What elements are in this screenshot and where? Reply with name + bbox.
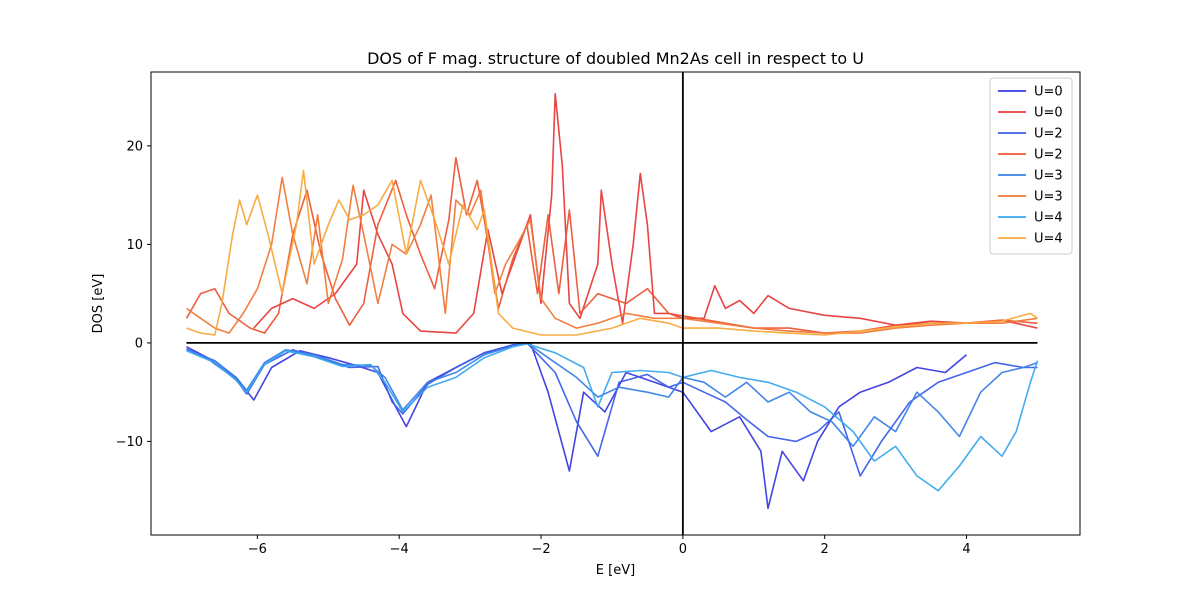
- x-tick-label: 0: [679, 542, 687, 557]
- x-tick-label: −2: [531, 542, 550, 557]
- legend-entry-1: U=0: [1034, 106, 1063, 121]
- legend-entry-2: U=2: [1034, 127, 1063, 142]
- series-line-5: [186, 176, 1038, 334]
- series-lines: [185, 92, 1039, 510]
- series-line-7: [186, 169, 1038, 336]
- y-tick-label: −10: [116, 435, 143, 450]
- x-tick-label: 4: [962, 542, 970, 557]
- legend-entry-4: U=3: [1034, 169, 1063, 184]
- y-tick-label: 10: [126, 238, 143, 253]
- y-tick-label: 20: [126, 139, 143, 154]
- legend-entry-7: U=4: [1034, 232, 1063, 247]
- x-tick-label: 2: [821, 542, 829, 557]
- legend: U=0 U=0 U=2 U=2 U=3 U=3 U=4 U=4: [989, 77, 1073, 255]
- series-line-4: [186, 342, 1038, 448]
- legend-entry-5: U=3: [1034, 190, 1063, 205]
- series-line-2: [186, 342, 1038, 477]
- y-tick-label: 0: [135, 336, 143, 351]
- legend-box: [989, 77, 1073, 255]
- legend-entry-0: U=0: [1034, 85, 1063, 100]
- series-line-6: [186, 343, 1039, 492]
- reference-lines: [186, 72, 1038, 535]
- x-tick-label: −6: [248, 542, 267, 557]
- series-line-1: [253, 92, 1038, 334]
- legend-entry-3: U=2: [1034, 148, 1063, 163]
- y-axis-label: DOS [eV]: [91, 274, 106, 334]
- plot-frame: [150, 71, 1081, 536]
- x-tick-label: −4: [390, 542, 409, 557]
- series-line-3: [185, 156, 1038, 334]
- x-axis-label: E [eV]: [596, 563, 635, 578]
- axis-ticks: −6 −4 −2 0 2 4 −10 0 10 20: [116, 139, 971, 557]
- legend-entry-6: U=4: [1034, 211, 1063, 226]
- chart-title: DOS of F mag. structure of doubled Mn2As…: [367, 49, 864, 68]
- series-line-0: [186, 342, 968, 510]
